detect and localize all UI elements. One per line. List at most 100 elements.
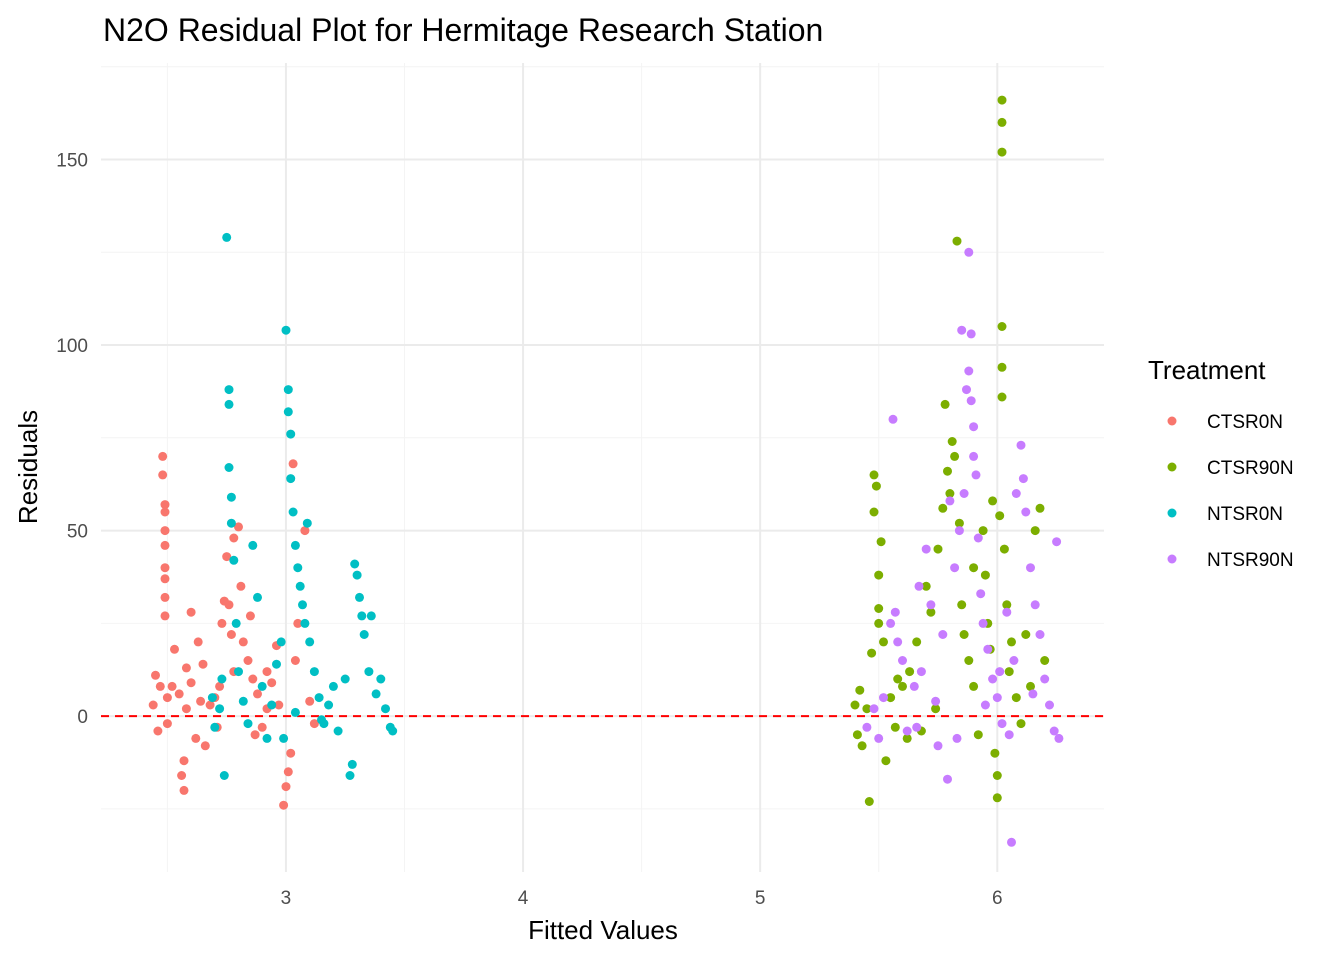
- data-point: [160, 563, 170, 573]
- data-point: [298, 600, 307, 610]
- data-point: [1007, 637, 1016, 647]
- data-point: [980, 570, 990, 580]
- data-point: [355, 592, 364, 602]
- data-point: [238, 696, 248, 706]
- data-point: [869, 704, 879, 714]
- y-axis-title: Residuals: [13, 410, 43, 524]
- data-point: [151, 670, 160, 680]
- data-point: [990, 748, 1000, 758]
- plot-gridlines: [101, 63, 1104, 872]
- data-point: [226, 630, 236, 639]
- data-point: [300, 618, 310, 628]
- data-point: [160, 507, 170, 517]
- data-point: [1002, 600, 1012, 610]
- data-point: [976, 589, 986, 599]
- x-tick-label: 4: [518, 888, 529, 909]
- data-point: [160, 574, 170, 584]
- data-point: [222, 232, 232, 242]
- data-point: [959, 489, 969, 498]
- data-point: [279, 733, 289, 743]
- data-point: [945, 489, 955, 498]
- data-point: [352, 570, 362, 580]
- x-axis-title: Fitted Values: [528, 915, 678, 945]
- data-point: [243, 656, 253, 665]
- data-point: [293, 563, 303, 573]
- data-point: [862, 722, 872, 732]
- data-point: [997, 362, 1007, 372]
- data-points: [148, 95, 1064, 847]
- data-point: [902, 726, 912, 736]
- data-point: [1054, 733, 1064, 743]
- data-point: [1049, 726, 1059, 736]
- data-point: [964, 656, 974, 665]
- data-point: [324, 700, 334, 710]
- data-point: [1045, 700, 1054, 710]
- data-point: [1002, 607, 1012, 617]
- data-point: [224, 463, 234, 472]
- data-point: [995, 667, 1005, 677]
- data-point: [886, 618, 896, 628]
- data-point: [999, 544, 1009, 554]
- data-point: [973, 730, 983, 740]
- series-ntsr0n: [207, 232, 398, 780]
- data-point: [1030, 526, 1040, 536]
- data-point: [272, 659, 281, 669]
- data-point: [381, 704, 390, 714]
- data-point: [281, 325, 291, 335]
- data-point: [995, 511, 1005, 521]
- data-point: [283, 407, 293, 417]
- data-point: [300, 526, 310, 536]
- data-point: [267, 678, 277, 688]
- data-point: [174, 689, 184, 699]
- data-point: [226, 518, 236, 528]
- data-point: [1004, 667, 1014, 677]
- data-point: [852, 730, 862, 740]
- data-point: [988, 674, 998, 684]
- data-point: [245, 611, 255, 621]
- data-point: [191, 733, 201, 743]
- data-point: [224, 600, 234, 610]
- data-point: [909, 681, 919, 691]
- data-point: [153, 726, 163, 736]
- data-point: [160, 526, 170, 536]
- data-point: [978, 526, 988, 536]
- data-point: [1030, 600, 1040, 610]
- data-point: [964, 247, 974, 257]
- x-tick-label: 5: [755, 888, 766, 909]
- data-point: [962, 385, 971, 395]
- legend-label-ctsr90n: CTSR90N: [1207, 458, 1294, 479]
- data-point: [888, 414, 898, 424]
- data-point: [855, 685, 865, 695]
- data-point: [1009, 656, 1019, 665]
- data-point: [879, 637, 888, 647]
- data-point: [926, 607, 936, 617]
- data-point: [162, 719, 172, 729]
- data-point: [279, 800, 289, 810]
- data-point: [160, 592, 170, 602]
- data-point: [158, 451, 168, 461]
- data-point: [340, 674, 350, 684]
- data-point: [345, 771, 355, 780]
- data-point: [997, 392, 1007, 402]
- legend-label-ctsr0n: CTSR0N: [1207, 412, 1283, 433]
- data-point: [257, 681, 267, 691]
- data-point: [926, 600, 936, 610]
- y-tick-label: 150: [56, 150, 88, 171]
- data-point: [874, 604, 884, 613]
- data-point: [966, 329, 976, 339]
- data-point: [1026, 563, 1035, 573]
- data-point: [167, 681, 177, 691]
- x-tick-label: 6: [992, 888, 1003, 909]
- data-point: [305, 696, 315, 706]
- data-point: [290, 540, 300, 550]
- data-point: [366, 611, 376, 621]
- series-ctsr0n: [148, 451, 319, 810]
- y-tick-label: 50: [67, 522, 88, 543]
- data-point: [869, 507, 879, 517]
- data-point: [1035, 630, 1045, 639]
- data-point: [1052, 537, 1062, 547]
- data-point: [193, 637, 203, 647]
- data-point: [874, 618, 884, 628]
- data-point: [274, 700, 284, 710]
- data-point: [954, 526, 964, 536]
